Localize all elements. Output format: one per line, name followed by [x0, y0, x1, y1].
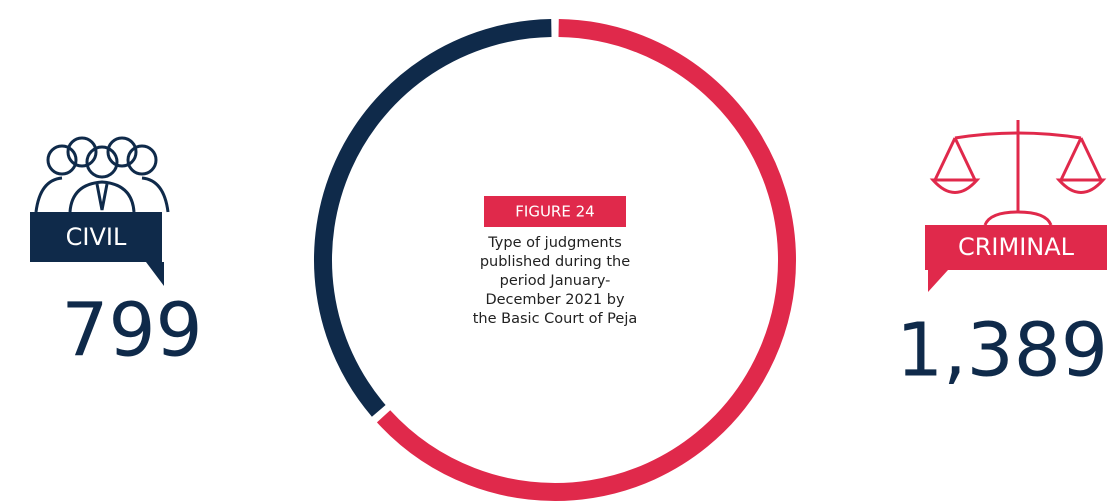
criminal-label-box — [925, 225, 1107, 270]
figure-label: FIGURE 24 — [515, 203, 594, 221]
value-label: 799 — [61, 288, 202, 374]
category-label: CRIMINAL — [958, 233, 1075, 261]
figure-label-box — [484, 196, 626, 227]
donut-segment — [314, 19, 552, 417]
category-label: CIVIL — [66, 223, 127, 251]
civil-icon — [34, 136, 170, 213]
civil-label-box — [30, 212, 162, 262]
donut-segment — [376, 19, 796, 501]
value-label: 1,389 — [896, 308, 1108, 394]
civil-label-tail — [146, 262, 164, 286]
criminal-label-tail — [928, 270, 948, 292]
chart-title: Type of judgments published during the p… — [472, 235, 638, 327]
criminal-icon — [929, 120, 1107, 226]
